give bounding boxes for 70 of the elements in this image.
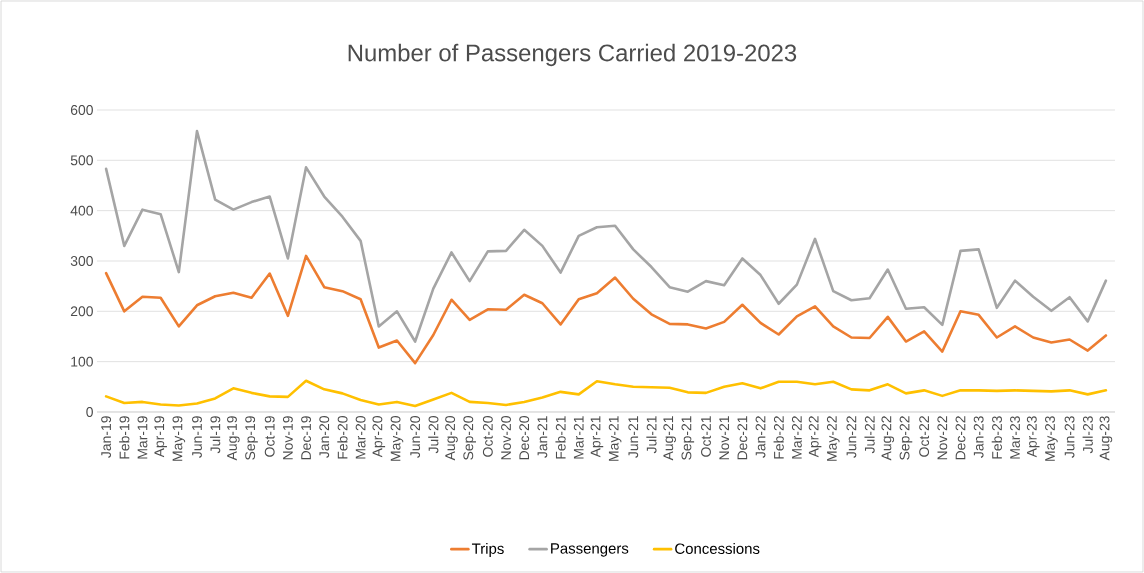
y-tick-label: 100 [71,356,93,367]
x-tick-label: Feb-19 [119,416,130,459]
y-tick-label: 600 [70,105,93,115]
x-tick-label: Jun-19 [192,416,202,458]
x-tick-label: Feb-20 [337,416,348,459]
x-tick-label: Apr-20 [372,416,386,458]
x-tick-label: Jul-22 [864,416,875,454]
line-series [104,129,1108,343]
x-tick-label: Jul-20 [428,416,439,454]
x-tick-label: Sep-20 [463,416,476,460]
x-tick-label: Oct-21 [701,416,711,457]
x-tick-label: Mar-19 [137,416,148,459]
y-tick-label: 500 [70,155,93,166]
chart-title: Number of Passengers Carried 2019-2023 [348,43,797,67]
x-tick-label: Jun-22 [846,416,857,458]
x-tick-label: Jan-19 [101,416,112,458]
x-tick-label: Feb-23 [991,416,1002,459]
x-tick-label: Mar-23 [1010,416,1020,459]
x-tick-label: Jul-21 [646,416,657,454]
x-tick-label: Apr-23 [1026,416,1040,458]
x-tick-label: Oct-19 [264,416,275,457]
x-tick-label: Aug-23 [1099,416,1113,461]
x-tick-label: Aug-21 [663,416,676,461]
y-tick-label: 400 [70,205,93,216]
x-tick-label: Aug-22 [881,416,895,461]
y-tick-label: 300 [70,256,93,266]
x-tick-label: Aug-19 [227,416,240,461]
x-tick-label: May-22 [826,416,840,461]
x-tick-label: Apr-21 [590,416,604,458]
legend-label: Passengers [551,543,629,557]
x-tick-label: Dec-21 [737,416,748,460]
x-tick-label: Mar-22 [791,416,802,459]
x-tick-label: Dec-22 [955,416,966,460]
x-tick-label: Nov-21 [719,416,730,460]
x-tick-label: May-21 [608,416,622,461]
x-tick-label: Dec-20 [519,416,530,460]
x-tick-label: Oct-22 [919,416,930,457]
x-tick-label: Apr-19 [154,416,167,458]
x-tick-label: Sep-19 [245,416,258,460]
x-tick-label: Jun-21 [628,416,639,458]
legend-label: Concessions [675,543,760,554]
x-tick-label: Nov-19 [282,416,293,460]
line-series [104,379,1108,408]
x-tick-label: Mar-21 [573,416,584,459]
x-tick-label: Nov-22 [937,416,948,460]
x-tick-label: Nov-20 [501,416,511,460]
x-tick-label: May-23 [1045,416,1058,461]
x-tick-label: Jan-22 [755,416,766,458]
x-tick-label: May-19 [172,416,186,461]
x-tick-label: Jun-23 [1064,416,1075,458]
x-tick-label: Feb-21 [555,416,566,459]
x-tick-label: Aug-20 [445,416,458,461]
x-tick-label: Dec-19 [301,416,311,460]
x-tick-label: Sep-22 [899,416,913,460]
line-series [104,254,1108,365]
x-tick-label: Jun-20 [410,416,421,458]
x-tick-label: Apr-22 [808,416,822,458]
x-tick-label: Jan-20 [319,416,330,458]
x-tick-label: Jan-23 [973,416,984,458]
x-tick-label: Feb-22 [773,416,784,459]
y-tick-label: 200 [70,306,93,317]
x-tick-label: Oct-20 [482,416,493,457]
x-tick-label: May-20 [390,416,404,461]
x-tick-label: Sep-21 [681,416,695,460]
x-tick-label: Jan-21 [537,416,548,458]
x-tick-label: Jul-23 [1082,416,1093,454]
legend-label: Trips [471,543,504,557]
y-tick-label: 0 [86,407,93,417]
x-tick-label: Mar-20 [355,416,366,459]
x-tick-label: Jul-19 [210,416,221,454]
